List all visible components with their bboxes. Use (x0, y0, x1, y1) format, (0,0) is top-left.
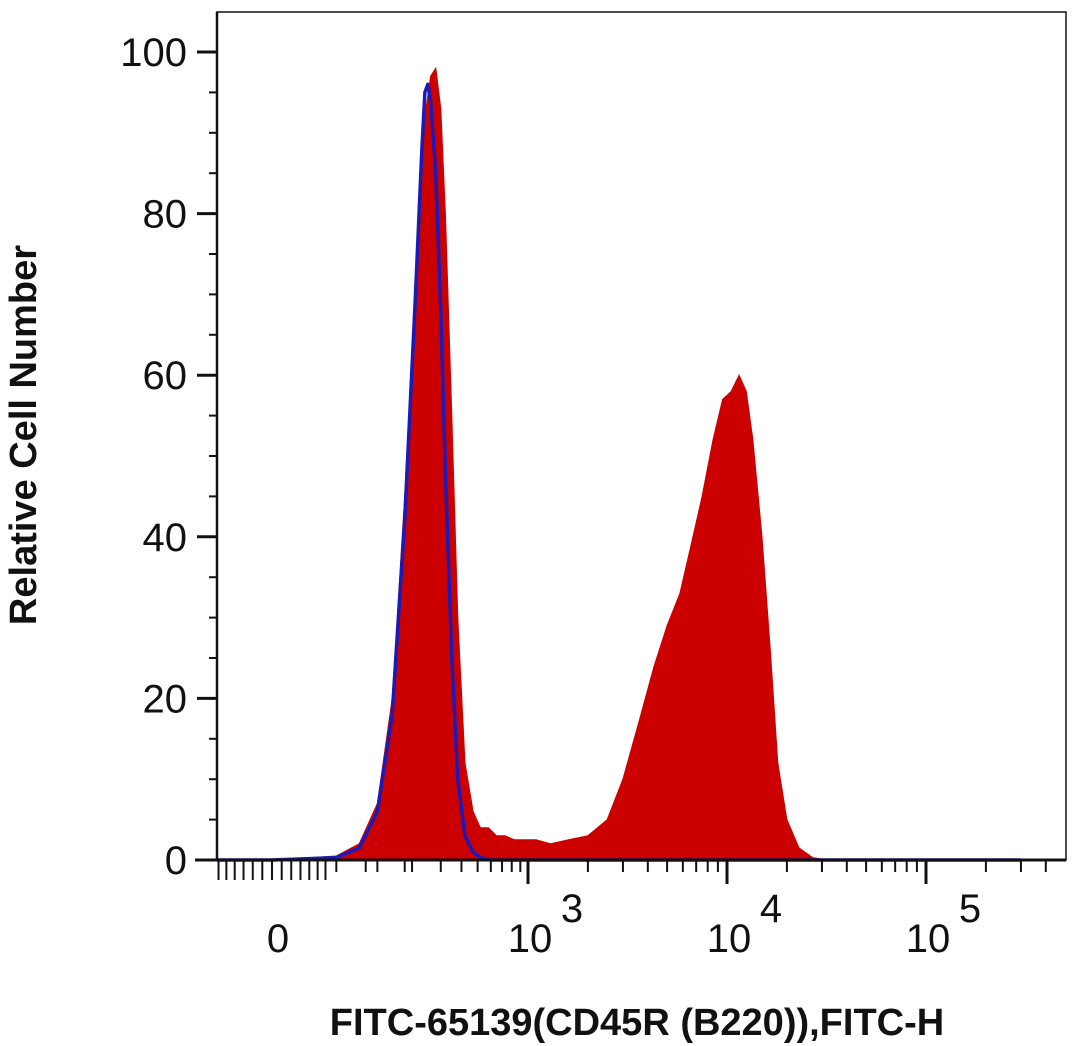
y-tick-label: 100 (120, 31, 187, 75)
x-tick-label: 10 (508, 917, 553, 961)
series-1-line-histogram (217, 82, 1021, 862)
x-axis-title: FITC-65139(CD45R (B220)),FITC-H (330, 1002, 944, 1044)
series-0-filled-histogram (217, 66, 1021, 861)
x-tick-label: 0 (267, 917, 289, 961)
y-axis-title: Relative Cell Number (3, 245, 45, 625)
y-tick-label: 60 (143, 354, 188, 398)
x-tick-label: 10 (906, 917, 951, 961)
y-tick-label: 80 (143, 193, 188, 237)
x-tick-label: 10 (707, 917, 752, 961)
y-tick-label: 0 (165, 839, 187, 883)
y-tick-label: 20 (143, 677, 188, 721)
x-tick-exponent: 4 (760, 887, 782, 931)
x-tick-exponent: 3 (561, 887, 583, 931)
x-tick-exponent: 5 (959, 887, 981, 931)
y-tick-label: 40 (143, 516, 188, 560)
